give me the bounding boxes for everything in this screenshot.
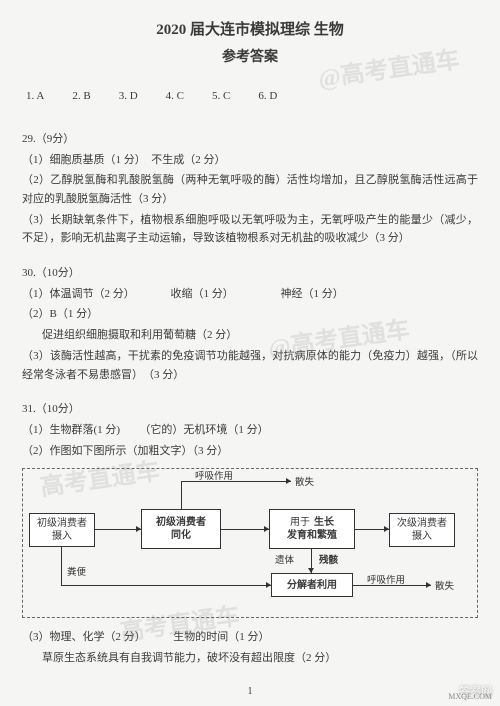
footer-sub: MXQE.COM [448, 690, 492, 704]
box-text: 发育和繁殖 [287, 529, 337, 542]
q29-l1: （1）细胞质基质（1 分） 不生成（2 分） [22, 151, 478, 170]
lbl-dissipate2: 散失 [435, 579, 454, 595]
lbl-respiration2: 呼吸作用 [367, 573, 405, 589]
box-decomposer: 分解者利用 [271, 573, 353, 597]
mc-ans: D [269, 90, 277, 102]
box-text: 初级消费者 [156, 516, 206, 529]
lbl-respiration: 呼吸作用 [195, 469, 233, 485]
mc-ans: C [223, 90, 230, 102]
box-text: 摄入 [52, 530, 72, 543]
q31-l4: 草原生态系统具有自我调节能力，破坏没有超出限度（2 分） [22, 649, 478, 668]
lbl-dissipate: 散失 [295, 475, 314, 491]
q30-l1c: 神经（1 分） [281, 288, 344, 300]
mc-num: 1. [26, 90, 34, 102]
q31-l3: （3）物理、化学（2 分） 生物的时间（1 分） [22, 628, 478, 647]
box-text: 次级消费者 [397, 517, 447, 530]
box-text: 初级消费者 [37, 517, 87, 530]
mc-num: 3. [119, 90, 127, 102]
energy-flow-diagram: 初级消费者 摄入 初级消费者 同化 用于 生长 发育和繁殖 分解者利用 次级消费… [22, 468, 478, 618]
q31-l1a: （1）生物群落(1 分) [22, 424, 120, 436]
page-subtitle: 参考答案 [22, 46, 478, 70]
page-title: 2020 届大连市模拟理综 生物 [22, 18, 478, 44]
q30-l1: （1）体温调节（2 分） 收缩（1 分） 神经（1 分） [22, 285, 478, 304]
lbl-remain: 遗体 [275, 553, 294, 569]
mc-num: 2. [72, 90, 80, 102]
mc-answers: 1. A 2. B 3. D 4. C 5. C 6. D [22, 87, 478, 106]
box-text: 摄入 [412, 530, 432, 543]
q30-head: 30.（10分） [22, 264, 478, 283]
q30-l2b: 促进组织细胞摄取和利用葡萄糖（2 分） [22, 326, 478, 345]
q29-head: 29.（9分） [22, 130, 478, 149]
q31-head: 31.（10分） [22, 400, 478, 419]
q29-l2: （2）乙醇脱氢酶和乳酸脱氢酶（两种无氧呼吸的酶）活性均增加，且乙醇脱氢酶活性远高… [22, 171, 478, 208]
mc-num: 5. [212, 90, 220, 102]
box-text: 分解者利用 [287, 579, 337, 592]
q30-l1b: 收缩（1 分） [171, 288, 234, 300]
q30: 30.（10分） （1）体温调节（2 分） 收缩（1 分） 神经（1 分） （2… [22, 264, 478, 384]
mc-ans: B [83, 90, 90, 102]
q31: 31.（10分） （1）生物群落(1 分) （它的）无机环境（1 分） （2）作… [22, 400, 478, 667]
box-text: 生长 [314, 516, 334, 529]
mc-num: 6. [258, 90, 266, 102]
mc-ans: A [36, 90, 44, 102]
box-text: 用于 [290, 516, 310, 529]
q29-l3: （3）长期缺氧条件下，植物根系细胞呼吸以无氧呼吸为主，无氧呼吸产生的能量少（减少… [22, 211, 478, 248]
q31-l2: （2）作图如下图所示（加粗文字）（3 分） [22, 442, 478, 461]
q30-l1a: （1）体温调节（2 分） [22, 288, 135, 300]
mc-ans: C [177, 90, 184, 102]
lbl-remain2: 残骸 [319, 553, 338, 569]
box-primary-intake: 初级消费者 摄入 [29, 513, 95, 547]
q30-l3: （3）该酶活性越高，干扰素的免疫调节功能越强，对抗病原体的能力（免疫力）越强，（… [22, 347, 478, 384]
mc-num: 4. [166, 90, 174, 102]
page-number: 1 [248, 683, 253, 700]
box-growth: 用于 生长 发育和繁殖 [269, 509, 355, 549]
q31-l1b: （它的）无机环境（1 分） [145, 424, 269, 436]
box-secondary-intake: 次级消费者 摄入 [389, 513, 455, 547]
box-text: 同化 [171, 529, 191, 542]
mc-ans: D [130, 90, 138, 102]
q31-l1: （1）生物群落(1 分) （它的）无机环境（1 分） [22, 421, 478, 440]
q29: 29.（9分） （1）细胞质基质（1 分） 不生成（2 分） （2）乙醇脱氢酶和… [22, 130, 478, 248]
box-primary-assim: 初级消费者 同化 [141, 509, 221, 549]
q30-l2: （2）B（1 分） [22, 305, 478, 324]
lbl-feces: 粪便 [67, 565, 86, 581]
